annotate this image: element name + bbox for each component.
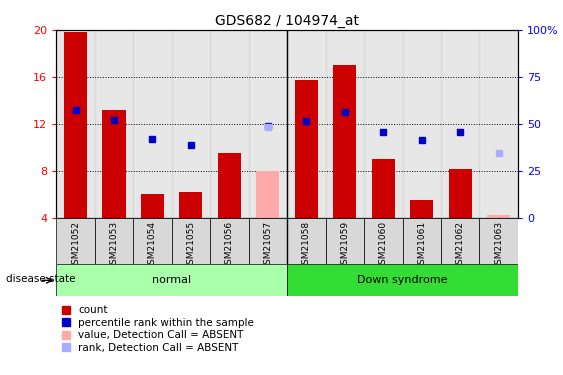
- Text: GSM21056: GSM21056: [225, 221, 234, 270]
- Text: GSM21058: GSM21058: [302, 221, 311, 270]
- Bar: [210, 217, 249, 264]
- Bar: [372, 159, 395, 218]
- Bar: [410, 200, 434, 217]
- Bar: [403, 30, 441, 217]
- Bar: [333, 65, 356, 218]
- Bar: [172, 30, 210, 217]
- Text: GSM21060: GSM21060: [379, 221, 388, 270]
- Bar: [249, 217, 287, 264]
- Bar: [95, 30, 133, 217]
- Text: GSM21059: GSM21059: [341, 221, 349, 270]
- Bar: [249, 30, 287, 217]
- Bar: [480, 30, 518, 217]
- Bar: [172, 217, 210, 264]
- Text: GSM21054: GSM21054: [148, 221, 157, 270]
- Legend: count, percentile rank within the sample, value, Detection Call = ABSENT, rank, : count, percentile rank within the sample…: [61, 305, 254, 353]
- Bar: [449, 170, 472, 217]
- Bar: [133, 30, 172, 217]
- Text: GSM21052: GSM21052: [71, 221, 80, 270]
- Text: GSM21062: GSM21062: [456, 221, 464, 270]
- Bar: [133, 217, 172, 264]
- Bar: [441, 30, 480, 217]
- Bar: [95, 217, 133, 264]
- Bar: [218, 153, 241, 218]
- Bar: [364, 217, 403, 264]
- Bar: [64, 32, 87, 218]
- Bar: [256, 171, 279, 217]
- Bar: [441, 217, 480, 264]
- Bar: [295, 80, 318, 218]
- Text: normal: normal: [152, 275, 191, 285]
- Bar: [287, 30, 325, 217]
- Text: GSM21063: GSM21063: [494, 221, 503, 270]
- Bar: [487, 215, 510, 217]
- Bar: [403, 217, 441, 264]
- Bar: [180, 192, 203, 217]
- Bar: [480, 217, 518, 264]
- Bar: [56, 30, 95, 217]
- Bar: [141, 194, 164, 217]
- Bar: [56, 217, 95, 264]
- Bar: [325, 30, 364, 217]
- Text: GSM21055: GSM21055: [186, 221, 195, 270]
- Text: GSM21053: GSM21053: [110, 221, 118, 270]
- Title: GDS682 / 104974_at: GDS682 / 104974_at: [215, 13, 359, 28]
- Bar: [102, 110, 126, 218]
- Bar: [364, 30, 403, 217]
- Text: GSM21057: GSM21057: [263, 221, 272, 270]
- Bar: [325, 217, 364, 264]
- Text: disease state: disease state: [6, 274, 75, 284]
- Bar: [287, 217, 325, 264]
- Bar: [287, 264, 518, 296]
- Text: GSM21061: GSM21061: [417, 221, 426, 270]
- Bar: [56, 264, 287, 296]
- Bar: [210, 30, 249, 217]
- Text: Down syndrome: Down syndrome: [358, 275, 448, 285]
